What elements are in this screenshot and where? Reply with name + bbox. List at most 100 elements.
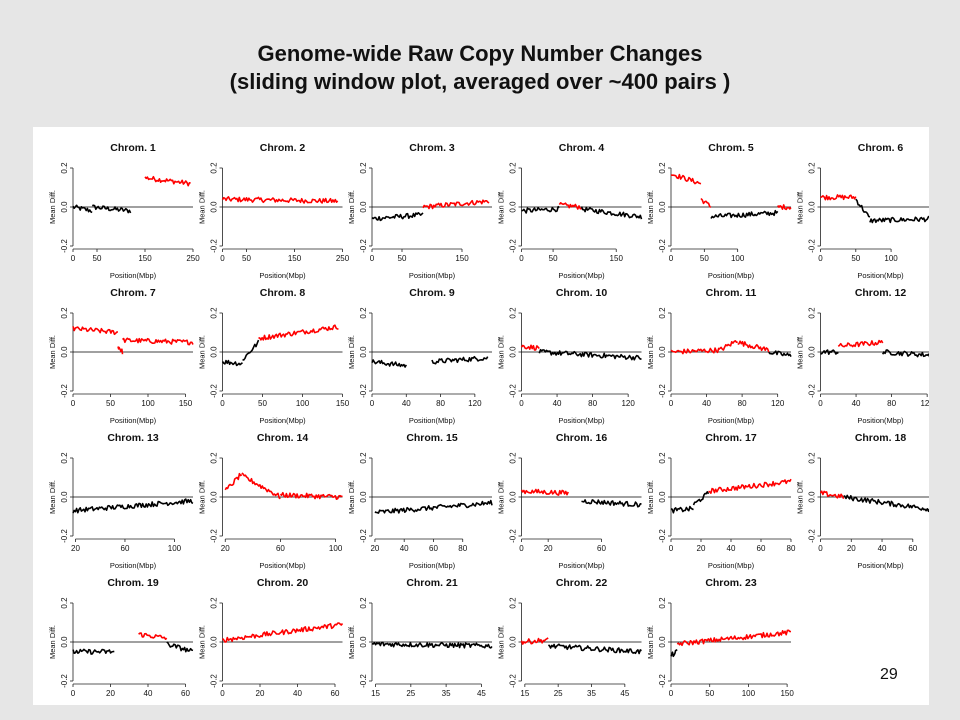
x-tick-label: 150 bbox=[610, 254, 624, 263]
x-tick-label: 60 bbox=[181, 689, 190, 698]
data-series-black-2 bbox=[692, 491, 710, 506]
data-series-black-1 bbox=[221, 359, 243, 367]
x-tick-label: 40 bbox=[727, 544, 736, 553]
x-tick-label: 120 bbox=[621, 399, 635, 408]
x-axis-label: Position(Mbp) bbox=[708, 416, 755, 425]
y-tick-label: 0.2 bbox=[808, 452, 817, 464]
y-tick-label: 0.0 bbox=[359, 346, 368, 358]
y-axis-label: Mean Diff. bbox=[48, 480, 57, 514]
chrom-panel-17: Chrom. 17 -0.2 0.0 0.2 Mean Diff. 0 20 40 60 80 Po… bbox=[646, 432, 796, 570]
data-series-red-1 bbox=[221, 196, 339, 204]
x-tick-label: 100 bbox=[329, 544, 343, 553]
y-tick-label: 0.2 bbox=[509, 452, 518, 464]
x-tick-label: 20 bbox=[544, 544, 553, 553]
chart-title: Chrom. 16 bbox=[556, 432, 608, 444]
x-tick-label: 150 bbox=[179, 399, 193, 408]
chart-title: Chrom. 17 bbox=[705, 432, 757, 444]
y-tick-label: -0.2 bbox=[210, 239, 219, 253]
data-series-black-2 bbox=[538, 348, 642, 361]
y-axis-label: Mean Diff. bbox=[646, 335, 655, 369]
y-tick-label: -0.2 bbox=[509, 674, 518, 688]
x-tick-label: 50 bbox=[705, 689, 714, 698]
data-series-red-2 bbox=[700, 197, 712, 208]
x-tick-label: 45 bbox=[477, 689, 486, 698]
x-tick-label: 50 bbox=[106, 399, 115, 408]
y-tick-label: 0.0 bbox=[509, 491, 518, 503]
x-tick-label: 0 bbox=[519, 254, 524, 263]
y-axis-label: Mean Diff. bbox=[198, 480, 207, 514]
title-line-1: Genome-wide Raw Copy Number Changes bbox=[257, 41, 703, 66]
y-tick-label: -0.2 bbox=[658, 674, 667, 688]
y-axis-label: Mean Diff. bbox=[198, 190, 207, 224]
y-tick-label: 0.2 bbox=[359, 452, 368, 464]
y-tick-label: 0.0 bbox=[658, 491, 667, 503]
chart-title: Chrom. 8 bbox=[260, 287, 306, 299]
x-tick-label: 80 bbox=[458, 544, 467, 553]
x-tick-label: 60 bbox=[331, 689, 340, 698]
x-tick-label: 80 bbox=[738, 399, 747, 408]
x-tick-label: 60 bbox=[121, 544, 130, 553]
y-axis-label: Mean Diff. bbox=[497, 625, 506, 659]
data-series-black-1 bbox=[670, 505, 694, 514]
y-tick-label: 0.0 bbox=[509, 201, 518, 213]
y-tick-label: -0.2 bbox=[60, 529, 69, 543]
x-tick-label: 120 bbox=[771, 399, 785, 408]
chart-title: Chrom. 13 bbox=[107, 432, 159, 444]
chart-title: Chrom. 20 bbox=[257, 577, 309, 589]
x-axis-label: Position(Mbp) bbox=[409, 271, 456, 280]
data-series-red-2 bbox=[241, 472, 281, 500]
data-series-red-1 bbox=[820, 194, 857, 201]
data-series-black-2 bbox=[92, 204, 132, 214]
y-tick-label: 0.0 bbox=[60, 636, 69, 648]
chrom-panel-14: Chrom. 14 -0.2 0.0 0.2 Mean Diff. 20 60 100 Posi… bbox=[198, 432, 343, 570]
y-tick-label: 0.2 bbox=[210, 597, 219, 609]
data-series-red-2 bbox=[837, 339, 884, 348]
x-tick-label: 150 bbox=[138, 254, 152, 263]
y-axis-label: Mean Diff. bbox=[347, 190, 356, 224]
x-axis-label: Position(Mbp) bbox=[110, 561, 157, 570]
x-tick-label: 0 bbox=[71, 254, 76, 263]
data-series-red-3 bbox=[708, 478, 792, 494]
data-series-black-2 bbox=[242, 339, 260, 361]
y-tick-label: -0.2 bbox=[210, 674, 219, 688]
x-tick-label: 40 bbox=[400, 544, 409, 553]
data-series-black-3 bbox=[710, 209, 779, 219]
y-tick-label: 0.2 bbox=[509, 597, 518, 609]
y-axis-label: Mean Diff. bbox=[48, 625, 57, 659]
x-tick-label: 40 bbox=[553, 399, 562, 408]
x-tick-label: 20 bbox=[847, 544, 856, 553]
chart-title: Chrom. 9 bbox=[409, 287, 455, 299]
x-tick-label: 0 bbox=[818, 544, 823, 553]
x-tick-label: 20 bbox=[697, 544, 706, 553]
y-axis-label: Mean Diff. bbox=[198, 335, 207, 369]
y-tick-label: 0.0 bbox=[359, 201, 368, 213]
chrom-panel-1: Chrom. 1 -0.2 0.0 0.2 Mean Diff. 0 50 150 250 Pos… bbox=[48, 142, 200, 280]
data-series-black-2 bbox=[548, 643, 642, 655]
x-tick-label: 60 bbox=[276, 544, 285, 553]
y-tick-label: -0.2 bbox=[808, 239, 817, 253]
x-tick-label: 40 bbox=[878, 544, 887, 553]
x-tick-label: 0 bbox=[519, 399, 524, 408]
x-tick-label: 100 bbox=[296, 399, 310, 408]
x-axis-label: Position(Mbp) bbox=[259, 271, 306, 280]
x-tick-label: 0 bbox=[220, 254, 225, 263]
x-tick-label: 20 bbox=[370, 544, 379, 553]
x-axis-label: Position(Mbp) bbox=[558, 416, 605, 425]
data-series-black-2 bbox=[843, 494, 941, 513]
y-tick-label: 0.2 bbox=[808, 307, 817, 319]
chart-title: Chrom. 19 bbox=[107, 577, 159, 589]
chrom-panel-15: Chrom. 15 -0.2 0.0 0.2 Mean Diff. 20 40 60 80Pos… bbox=[347, 432, 493, 570]
y-tick-label: 0.0 bbox=[808, 491, 817, 503]
x-tick-label: 250 bbox=[186, 254, 200, 263]
y-tick-label: -0.2 bbox=[210, 529, 219, 543]
y-tick-label: 0.0 bbox=[60, 346, 69, 358]
chrom-panel-10: Chrom. 10 -0.2 0.0 0.2 Mean Diff. 0 40 80 120 Pos… bbox=[497, 287, 642, 425]
x-tick-label: 100 bbox=[742, 689, 756, 698]
y-tick-label: 0.2 bbox=[509, 307, 518, 319]
data-series-red-1 bbox=[72, 326, 118, 336]
x-tick-label: 0 bbox=[519, 544, 524, 553]
data-series-black-4 bbox=[768, 350, 792, 357]
chart-title: Chrom. 11 bbox=[706, 287, 757, 299]
